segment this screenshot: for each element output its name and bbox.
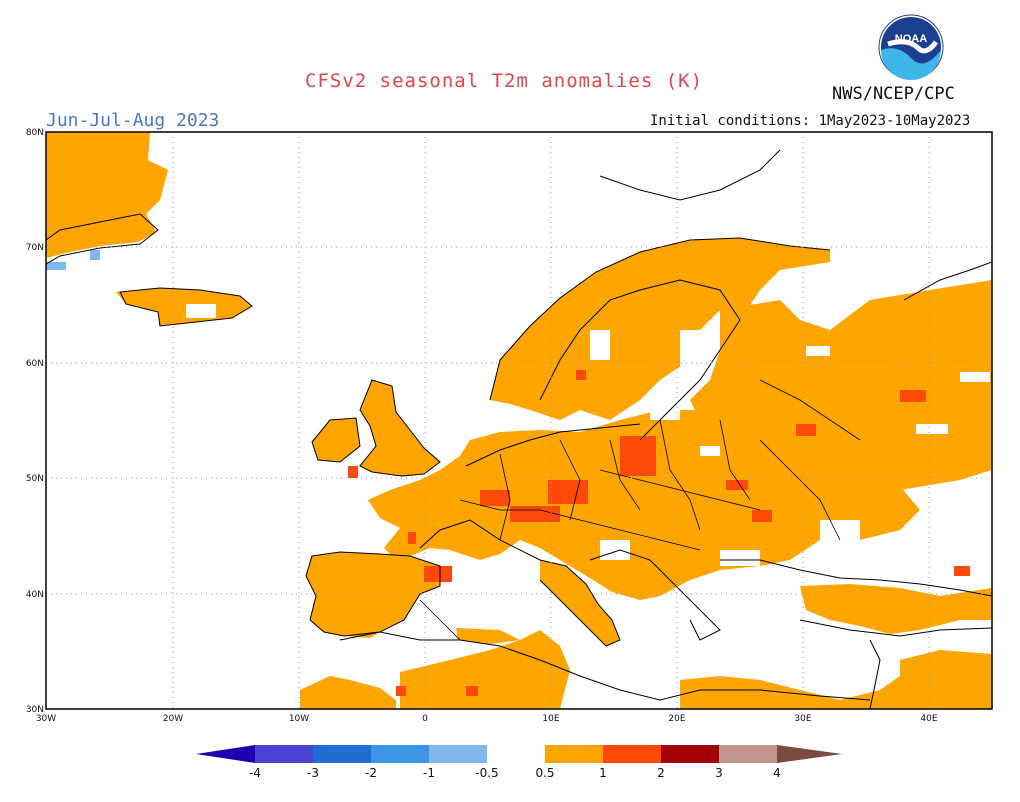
colorbar-label: -1 — [423, 766, 435, 780]
colorbar-label: -2 — [365, 766, 377, 780]
agency-label: NWS/NCEP/CPC — [832, 84, 955, 104]
lon-tick-0: 0 — [422, 714, 428, 724]
lon-tick-40e: 40E — [920, 714, 937, 724]
colorbar-label: -3 — [307, 766, 319, 780]
colorbar-label: 3 — [715, 766, 723, 780]
anomaly-blue-regions — [46, 250, 100, 270]
colorbar-label: 4 — [773, 766, 781, 780]
colorbar-bin — [603, 745, 661, 763]
lat-tick-30: 30N — [26, 705, 44, 715]
lon-tick-10w: 10W — [289, 714, 309, 724]
anomaly-red-regions — [348, 370, 970, 696]
colorbar-label: 0.5 — [535, 766, 554, 780]
colorbar-label: -0.5 — [475, 766, 498, 780]
colorbar-right-arrow — [777, 745, 842, 763]
map-border — [45, 131, 993, 710]
anomaly-gaps — [186, 304, 990, 566]
initial-conditions-label: Initial conditions: 1May2023-10May2023 — [650, 113, 971, 129]
lat-tick-60: 60N — [26, 359, 44, 369]
lon-tick-30w: 30W — [36, 714, 56, 724]
colorbar-left-arrow — [196, 745, 255, 763]
lon-tick-30e: 30E — [794, 714, 811, 724]
anomaly-orange-regions — [46, 132, 992, 709]
colorbar-label: 2 — [657, 766, 665, 780]
chart-title: CFSv2 seasonal T2m anomalies (K) — [305, 70, 704, 92]
country-borders — [419, 379, 861, 641]
lat-tick-70: 70N — [26, 243, 44, 253]
colorbar-bin — [719, 745, 777, 763]
lat-ticks: 30N 40N 50N 60N 70N 80N — [26, 128, 44, 715]
colorbar-label: -4 — [249, 766, 261, 780]
colorbar-bin — [429, 745, 487, 763]
lon-tick-20e: 20E — [668, 714, 685, 724]
logo-text: NOAA — [895, 33, 927, 45]
lon-tick-10e: 10E — [542, 714, 559, 724]
colorbar-bin — [313, 745, 371, 763]
lon-ticks: 30W 20W 10W 0 10E 20E 30E 40E — [36, 714, 938, 724]
lat-tick-50: 50N — [26, 474, 44, 484]
grid-lines — [46, 132, 992, 709]
colorbar-bin — [487, 745, 545, 763]
colorbar: -4 -3 -2 -1 -0.5 0.5 1 2 3 4 — [196, 745, 842, 780]
lat-tick-40: 40N — [26, 590, 44, 600]
colorbar-bin — [545, 745, 603, 763]
season-label: Jun-Jul-Aug 2023 — [46, 110, 220, 131]
colorbar-label: 1 — [599, 766, 607, 780]
colorbar-bin — [255, 745, 313, 763]
lon-tick-20w: 20W — [163, 714, 183, 724]
lat-tick-80: 80N — [26, 128, 44, 138]
colorbar-bin — [661, 745, 719, 763]
colorbar-bin — [371, 745, 429, 763]
noaa-logo-icon: NOAA — [878, 14, 944, 80]
coastlines — [46, 149, 992, 709]
anomaly-fill-layer — [46, 132, 992, 709]
